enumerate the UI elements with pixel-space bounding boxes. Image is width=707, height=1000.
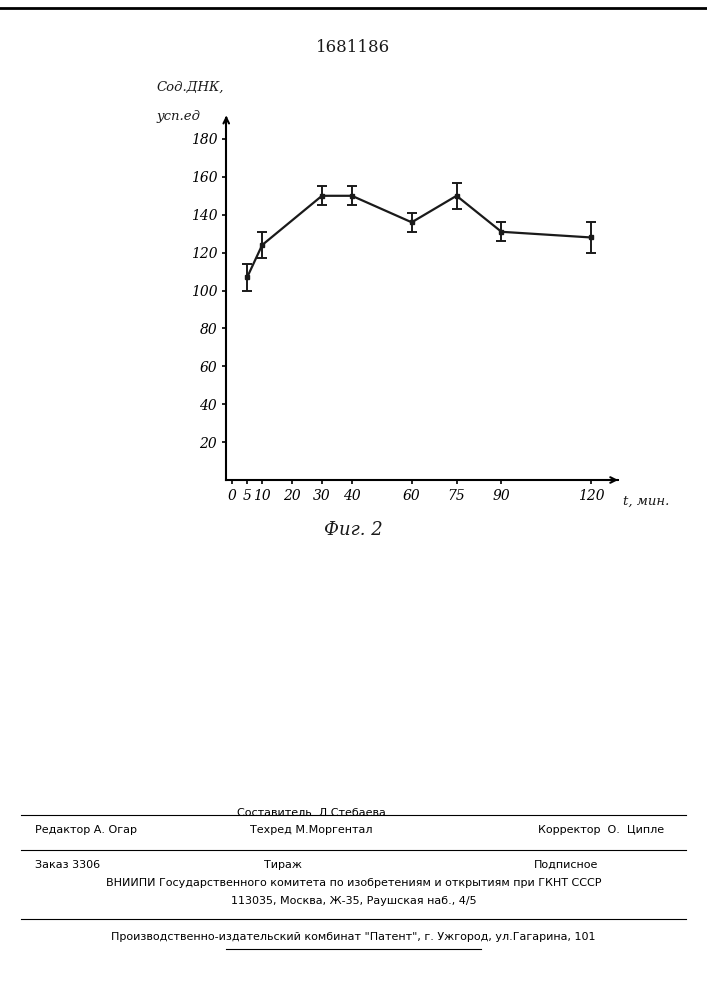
Text: Заказ 3306: Заказ 3306 — [35, 860, 100, 870]
Text: 1681186: 1681186 — [317, 39, 390, 56]
Text: Подписное: Подписное — [533, 860, 598, 870]
Text: усп.ед: усп.ед — [156, 110, 200, 123]
Text: Тираж: Тираж — [264, 860, 302, 870]
Text: 113035, Москва, Ж-35, Раушская наб., 4/5: 113035, Москва, Ж-35, Раушская наб., 4/5 — [230, 896, 477, 906]
Text: Редактор А. Огар: Редактор А. Огар — [35, 825, 137, 835]
Text: Составитель  Л.Стебаева: Составитель Л.Стебаева — [237, 808, 385, 818]
Text: t, мин.: t, мин. — [623, 495, 670, 508]
Text: ВНИИПИ Государственного комитета по изобретениям и открытиям при ГКНТ СССР: ВНИИПИ Государственного комитета по изоб… — [106, 878, 601, 888]
Text: Производственно-издательский комбинат "Патент", г. Ужгород, ул.Гагарина, 101: Производственно-издательский комбинат "П… — [111, 932, 596, 942]
Text: Корректор  О.  Ципле: Корректор О. Ципле — [538, 825, 664, 835]
Text: Техред М.Моргентал: Техред М.Моргентал — [250, 825, 373, 835]
Text: Фиг. 2: Фиг. 2 — [324, 521, 383, 539]
Text: Сод.ДНК,: Сод.ДНК, — [156, 81, 223, 94]
